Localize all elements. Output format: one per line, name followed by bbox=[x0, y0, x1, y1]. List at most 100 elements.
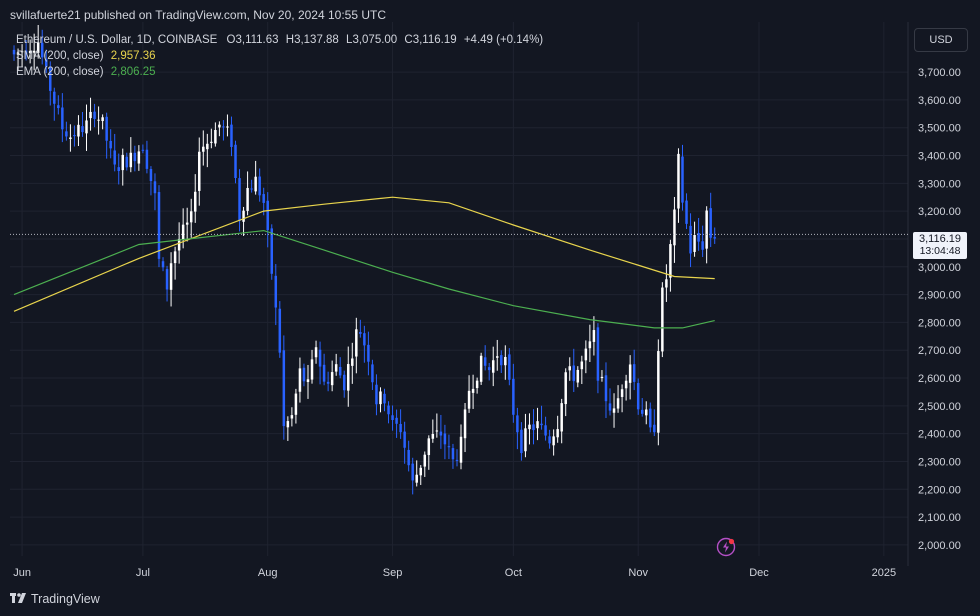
candle-body bbox=[580, 361, 584, 370]
legend-change: +4.49 (+0.14%) bbox=[463, 34, 544, 46]
x-tick-label-7: 2025 bbox=[872, 567, 896, 579]
candle-body bbox=[226, 126, 229, 128]
x-tick-label-5: Nov bbox=[628, 567, 648, 579]
candle-body bbox=[65, 131, 68, 137]
candle-body bbox=[572, 365, 576, 382]
candle-body bbox=[689, 225, 692, 254]
candle-body bbox=[431, 433, 435, 439]
candle-body bbox=[69, 137, 72, 139]
candle-body bbox=[61, 107, 64, 130]
candle-body bbox=[81, 126, 84, 133]
candle-body bbox=[161, 261, 165, 268]
x-tick-label-3: Sep bbox=[383, 567, 403, 579]
candle-body bbox=[552, 436, 555, 446]
last-price-value: 3,116.19 bbox=[918, 233, 961, 245]
candle-body bbox=[512, 378, 515, 415]
y-tick-label-12: 3,200.00 bbox=[918, 206, 961, 218]
candle-body bbox=[189, 211, 193, 223]
candle-body bbox=[673, 209, 676, 246]
candle-body bbox=[125, 156, 129, 168]
candle-body bbox=[355, 329, 358, 357]
candle-body bbox=[584, 348, 588, 361]
candle-body bbox=[242, 210, 245, 222]
y-tick-label-10: 3,000.00 bbox=[918, 262, 961, 274]
candle-body bbox=[274, 275, 278, 308]
y-tick-label-13: 3,300.00 bbox=[918, 178, 961, 190]
candle-body bbox=[419, 467, 422, 476]
candle-body bbox=[177, 238, 181, 251]
candle-body bbox=[363, 333, 366, 346]
candle-body bbox=[359, 331, 362, 334]
moving-averages bbox=[13, 196, 715, 329]
candle-body bbox=[342, 374, 346, 391]
candle-body bbox=[463, 409, 467, 439]
candle-body bbox=[198, 151, 201, 191]
candle-body bbox=[286, 421, 290, 428]
candle-body bbox=[524, 428, 527, 452]
candle-body bbox=[475, 380, 479, 389]
candle-body bbox=[270, 228, 273, 274]
currency-button[interactable]: USD bbox=[914, 28, 968, 52]
footer-brand[interactable]: TradingView bbox=[10, 592, 100, 606]
candle-body bbox=[202, 146, 205, 152]
bar-countdown: 13:04:48 bbox=[919, 245, 961, 257]
candle-body bbox=[407, 449, 410, 466]
candle-body bbox=[411, 463, 414, 481]
candle-body bbox=[105, 116, 108, 141]
candle-body bbox=[649, 408, 652, 428]
candle-body bbox=[645, 409, 648, 416]
candle-body bbox=[262, 194, 265, 203]
candle-body bbox=[536, 421, 539, 429]
x-tick-label-2: Aug bbox=[258, 567, 278, 579]
candle-body bbox=[53, 91, 56, 104]
candle-body bbox=[214, 130, 217, 144]
candle-body bbox=[500, 355, 503, 366]
candle-body bbox=[705, 210, 708, 249]
candle-body bbox=[612, 408, 616, 413]
candle-body bbox=[657, 351, 660, 433]
candle-body bbox=[326, 381, 330, 384]
price-axis[interactable]: 2,000.00 2,100.00 2,200.00 2,300.00 2,400.00… bbox=[918, 67, 961, 552]
candle-body bbox=[367, 344, 370, 362]
candle-body bbox=[40, 42, 44, 58]
candle-body bbox=[608, 403, 612, 411]
time-axis[interactable]: Jun Jul Aug Sep Oct Nov Dec 2025 bbox=[13, 567, 896, 579]
y-tick-label-1: 2,100.00 bbox=[918, 512, 961, 524]
candle-body bbox=[254, 176, 257, 192]
y-tick-label-8: 2,800.00 bbox=[918, 317, 961, 329]
flash-icon[interactable] bbox=[716, 537, 736, 557]
legend-sma-row[interactable]: SMA (200, close) 2,957.36 bbox=[16, 48, 543, 64]
legend-symbol: Ethereum / U.S. Dollar, 1D, COINBASE bbox=[16, 34, 218, 46]
candle-body bbox=[701, 241, 704, 250]
candle-body bbox=[564, 372, 567, 405]
candle-body bbox=[121, 154, 125, 171]
candle-body bbox=[49, 66, 52, 91]
candle-body bbox=[395, 417, 398, 424]
candle-body bbox=[28, 50, 32, 54]
candle-body bbox=[294, 393, 298, 415]
y-tick-label-7: 2,700.00 bbox=[918, 345, 961, 357]
candle-body bbox=[282, 350, 286, 427]
candle-body bbox=[399, 423, 402, 433]
candle-body bbox=[548, 436, 551, 444]
candle-body bbox=[32, 50, 36, 53]
candle-body bbox=[153, 181, 157, 194]
candle-body bbox=[616, 398, 620, 409]
candle-body bbox=[709, 208, 712, 238]
candle-body bbox=[206, 143, 209, 150]
candle-body bbox=[185, 222, 189, 225]
legend-sma-value: 2,957.36 bbox=[110, 50, 156, 62]
x-tick-label-0: Jun bbox=[13, 567, 31, 579]
candle-body bbox=[218, 124, 221, 128]
grid bbox=[10, 22, 909, 566]
candle-body bbox=[568, 366, 571, 371]
legend-ema-row[interactable]: EMA (200, close) 2,806.25 bbox=[16, 64, 543, 80]
legend-ema-label: EMA (200, close) bbox=[16, 66, 104, 78]
candle-body bbox=[165, 269, 169, 290]
candle-body bbox=[487, 367, 491, 371]
publisher-caption: svillafuerte21 published on TradingView.… bbox=[10, 8, 387, 22]
candle-body bbox=[97, 119, 100, 121]
candle-body bbox=[133, 152, 137, 162]
